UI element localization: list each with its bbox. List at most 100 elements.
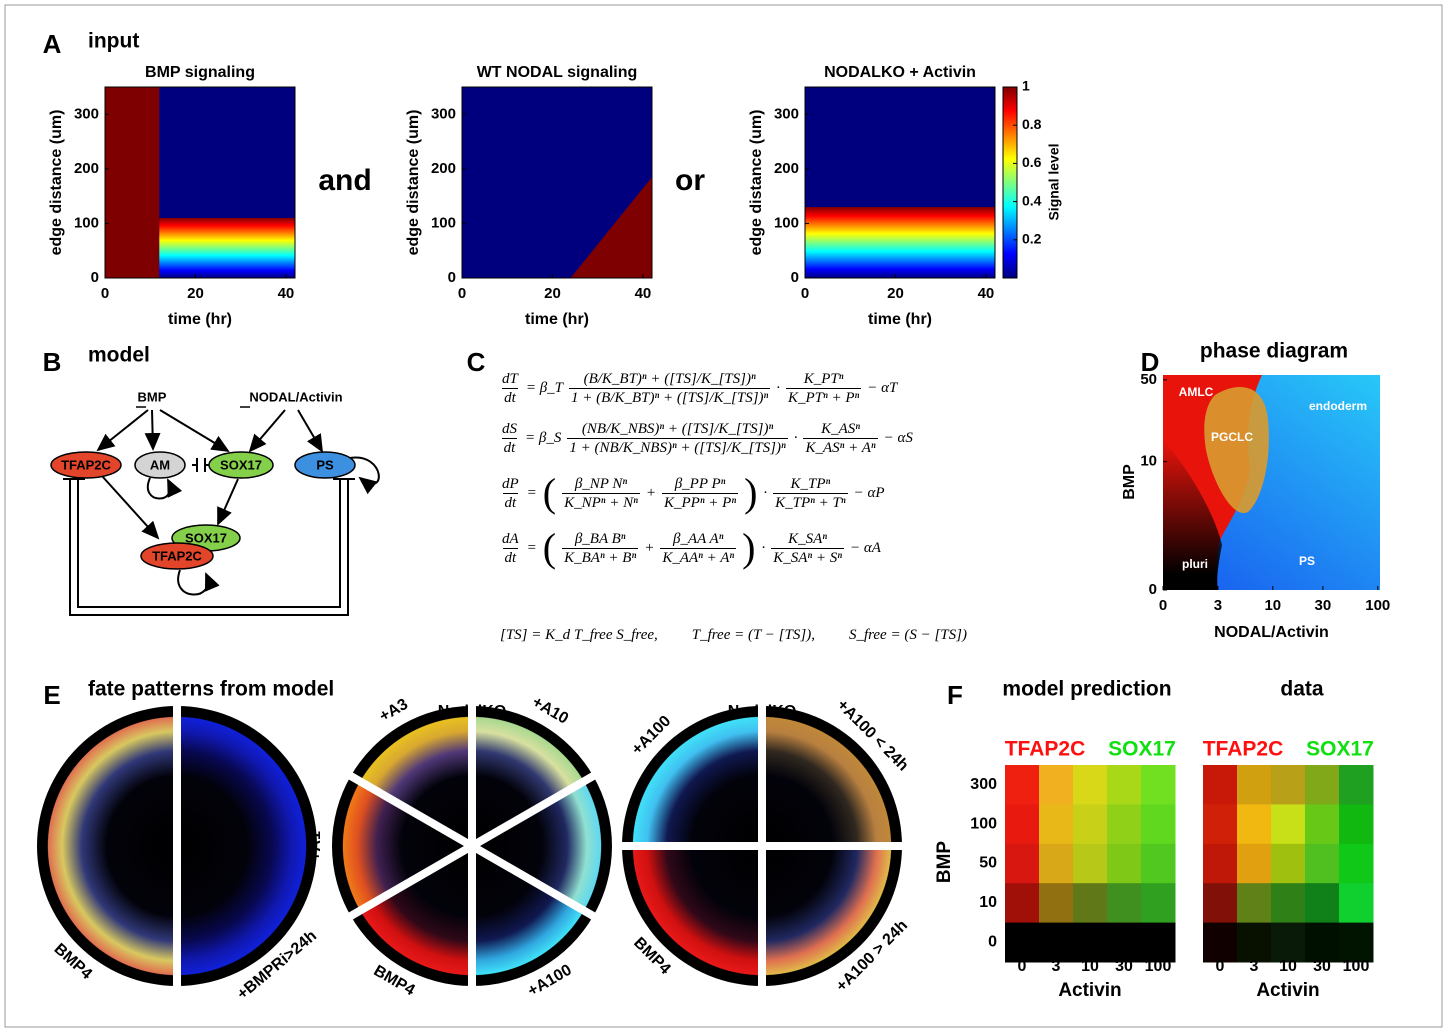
plot-title: WT NODAL signaling (477, 64, 638, 81)
y-tick-label: 100 (970, 815, 997, 832)
node-label: SOX17 (220, 457, 262, 472)
y-axis-label: BMP (934, 841, 955, 884)
equation-text: − αP (854, 485, 885, 502)
node-label: SOX17 (185, 530, 227, 545)
x-axis-label: Activin (1256, 980, 1319, 1001)
y-tick-label: 50 (1140, 371, 1157, 388)
colorbar-tick-label: 0.8 (1022, 116, 1042, 132)
colorbar-tick-label: 0.4 (1022, 192, 1042, 208)
numerator: dT (500, 370, 520, 388)
heatmap-cell (1271, 804, 1306, 844)
numerator: (B/K_BT)ⁿ + ([TS]/K_[TS])ⁿ (582, 370, 758, 388)
colorbar-tick-label: 1 (1022, 78, 1030, 94)
equation-text: − αT (867, 380, 897, 397)
heatmap-cell (1005, 923, 1040, 963)
heatmap-cell (1237, 765, 1272, 805)
colorbar (1003, 87, 1017, 278)
heatmap-cell (1237, 844, 1272, 884)
heatmap-cell (1005, 804, 1040, 844)
fraction: β_NP NⁿK_NPⁿ + Nⁿ (562, 475, 640, 512)
fraction: dTdt (500, 370, 520, 407)
heatmap-cell (1141, 844, 1176, 884)
signal-gradient (805, 207, 995, 278)
y-tick-label: 0 (791, 269, 799, 286)
y-axis-label: edge distance (um) (48, 110, 65, 256)
equation-text: = β_T (526, 380, 563, 397)
equation: [TS] = K_d T_free S_free,T_free = (T − [… (500, 615, 967, 655)
heatmap-cell (1203, 883, 1238, 923)
plot-title: BMP signaling (145, 64, 255, 81)
denominator: dt (502, 388, 518, 407)
x-tick-label: 0 (1018, 958, 1027, 975)
conjunction: and (318, 164, 371, 197)
signal-gradient (159, 218, 295, 278)
denominator: K_SAⁿ + Sⁿ (771, 548, 844, 567)
panel-title: phase diagram (1200, 340, 1348, 363)
heatmap-cell (1107, 923, 1142, 963)
fate-sector (762, 846, 902, 986)
heatmap-cell (1039, 883, 1074, 923)
region-label: PS (1299, 554, 1315, 568)
equation-text: · (776, 380, 780, 397)
y-tick-label: 0 (91, 269, 99, 286)
fraction: K_TPⁿK_TPⁿ + Tⁿ (773, 475, 847, 512)
y-tick-label: 100 (74, 214, 99, 231)
x-axis-label: NODAL/Activin (1214, 624, 1329, 641)
x-tick-label: 0 (801, 285, 809, 302)
fraction: (NB/K_NBS)ⁿ + ([TS]/K_[TS])ⁿ1 + (NB/K_NB… (567, 420, 787, 457)
fraction: β_AA AⁿK_AAⁿ + Aⁿ (660, 530, 736, 567)
region-label: PGCLC (1211, 430, 1253, 444)
conjunction: or (675, 164, 705, 197)
sector-label: +A1 (307, 831, 324, 861)
node-label: AM (150, 457, 170, 472)
x-tick-label: 20 (187, 285, 204, 302)
fraction: K_SAⁿK_SAⁿ + Sⁿ (771, 530, 844, 567)
fraction: dAdt (500, 530, 521, 567)
equation-text: · (763, 485, 767, 502)
equation-text: · (761, 540, 765, 557)
denominator: dt (502, 438, 518, 457)
equation-text: ) (744, 473, 757, 513)
denominator: 1 + (NB/K_NBS)ⁿ + ([TS]/K_[TS])ⁿ (567, 438, 787, 457)
input-label: NODAL/Activin (249, 389, 342, 404)
x-tick-label: 100 (1145, 958, 1172, 975)
numerator: β_NP Nⁿ (573, 475, 629, 493)
grid-title: data (1280, 678, 1324, 701)
heatmap-cell (1005, 883, 1040, 923)
heatmap-cell (1005, 844, 1040, 884)
fraction: β_BA BⁿK_BAⁿ + Bⁿ (562, 530, 638, 567)
fraction: dSdt (500, 420, 519, 457)
x-tick-label: 30 (1315, 597, 1332, 614)
numerator: K_ASⁿ (819, 420, 862, 438)
y-tick-label: 300 (970, 776, 997, 793)
heatmap-cell (1305, 883, 1340, 923)
heatmap-cell (1305, 844, 1340, 884)
region-label: endoderm (1309, 399, 1367, 413)
numerator: β_PP Pⁿ (673, 475, 728, 493)
numerator: β_AA Aⁿ (671, 530, 725, 548)
sector-label: +A3 (377, 696, 411, 726)
input-label: BMP (138, 389, 167, 404)
heatmap-cell (1073, 923, 1108, 963)
numerator: (NB/K_NBS)ⁿ + ([TS]/K_[TS])ⁿ (580, 420, 775, 438)
x-tick-label: 10 (1081, 958, 1099, 975)
panel-title: model (88, 344, 150, 367)
heatmap-cell (1203, 923, 1238, 963)
channel-label: TFAP2C (1005, 738, 1086, 761)
x-tick-label: 20 (544, 285, 561, 302)
colorbar-tick-label: 0.2 (1022, 231, 1042, 247)
y-tick-label: 100 (774, 214, 799, 231)
y-axis-label: BMP (1121, 464, 1138, 500)
equation-text: ( (543, 528, 556, 568)
fate-sector (622, 846, 762, 986)
x-tick-label: 10 (1279, 958, 1297, 975)
denominator: K_AAⁿ + Aⁿ (660, 548, 736, 567)
x-tick-label: 100 (1343, 958, 1370, 975)
plot-title: NODALKO + Activin (824, 64, 976, 81)
fraction: β_PP PⁿK_PPⁿ + Pⁿ (662, 475, 738, 512)
y-tick-label: 10 (1140, 453, 1157, 470)
colorbar-label: Signal level (1046, 143, 1062, 220)
heatmap-cell (1339, 883, 1374, 923)
y-tick-label: 200 (774, 160, 799, 177)
